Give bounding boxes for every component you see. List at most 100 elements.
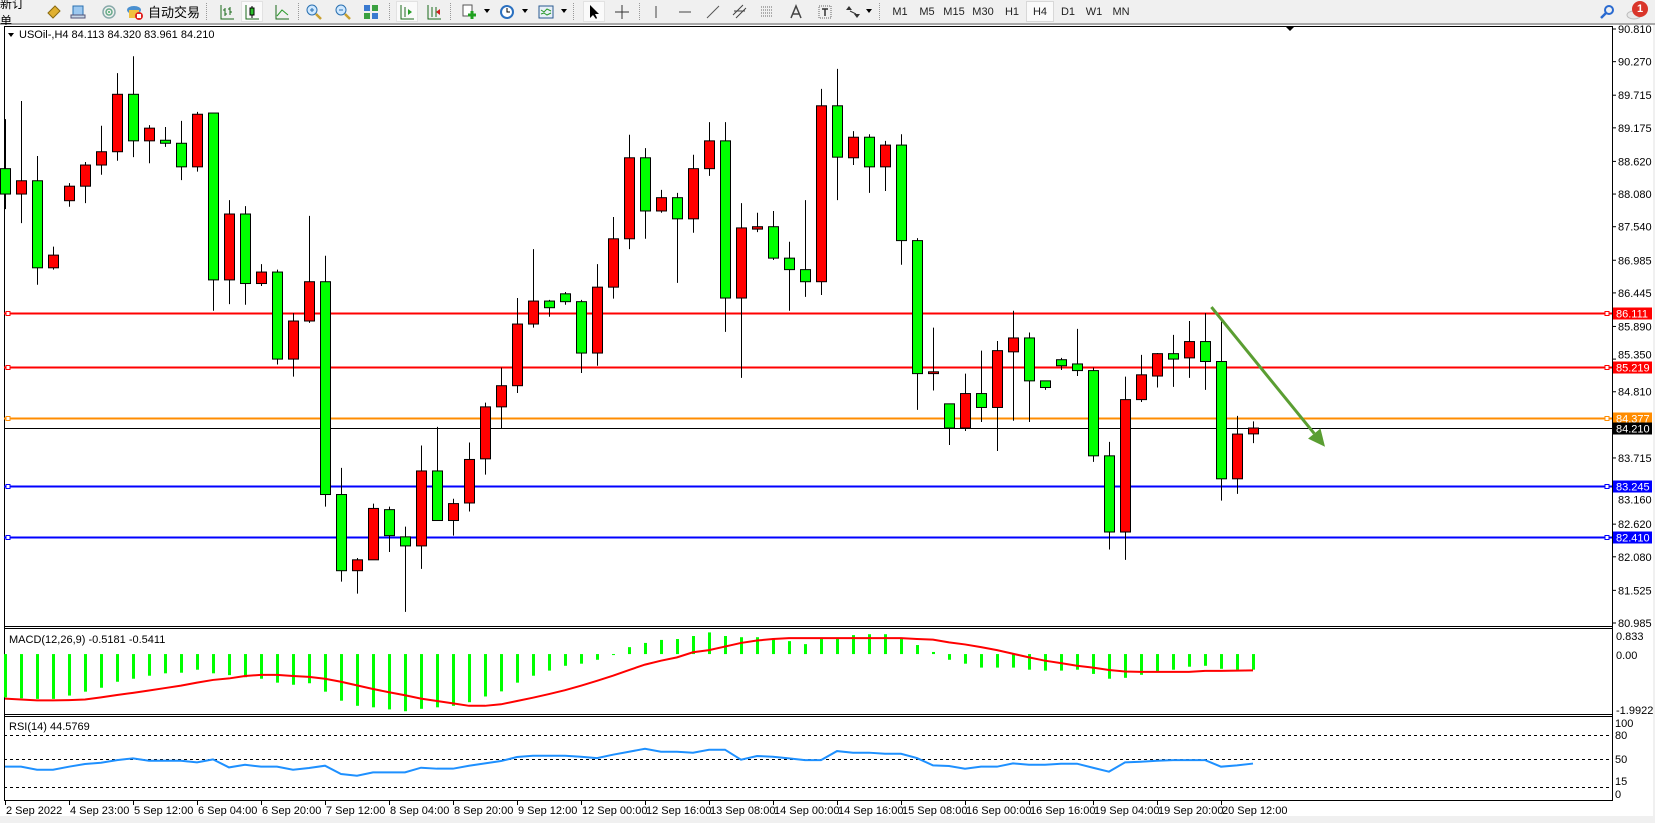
macd-histogram-bar [1044, 654, 1047, 671]
line-anchor-handle[interactable] [5, 365, 11, 370]
horizontal-lines[interactable] [4, 311, 1612, 540]
vertical-line-button[interactable] [646, 2, 666, 21]
crosshair-button[interactable] [612, 2, 632, 21]
bullish-candle [960, 393, 971, 429]
fibonacci-button[interactable] [758, 2, 778, 21]
candlestick-chart-button[interactable] [241, 1, 263, 22]
horizontal-line-button[interactable] [675, 2, 695, 21]
toolbar-separator [206, 3, 209, 20]
time-tick-label: 20 Sep 12:00 [1222, 805, 1287, 816]
macd-histogram-bar [84, 654, 87, 692]
timeframe-h4[interactable]: H4 [1026, 1, 1054, 22]
chart-shift-marker-icon[interactable] [1286, 27, 1294, 31]
cursor-button[interactable] [583, 1, 605, 22]
macd-histogram-bar [1156, 654, 1159, 672]
timeframe-d1[interactable]: D1 [1060, 5, 1076, 18]
timeframe-m15[interactable]: M15 [943, 5, 965, 18]
tile-windows-button[interactable] [361, 2, 381, 21]
templates-dropdown[interactable] [561, 9, 567, 13]
bearish-candle [544, 300, 555, 309]
bearish-candle [832, 105, 843, 158]
trendline-button[interactable] [703, 2, 723, 21]
equidistant-channel-button[interactable] [730, 2, 750, 21]
indicators-button[interactable] [459, 2, 479, 21]
timeframe-m5[interactable]: M5 [919, 5, 935, 18]
macd-histogram-bar [180, 654, 183, 673]
timeframe-w1[interactable]: W1 [1085, 5, 1103, 18]
price-line-label-bg [1613, 422, 1652, 435]
text-tool-button[interactable] [786, 2, 806, 21]
line-anchor-handle[interactable] [1604, 484, 1610, 489]
macd-histogram-bar [1012, 654, 1015, 668]
fibonacci-icon [761, 6, 772, 16]
price-tick-label: 84.810 [1618, 387, 1652, 399]
macd-histogram-bar [916, 645, 919, 655]
bearish-candle [240, 213, 251, 285]
macd-histogram-bar [548, 654, 551, 671]
templates-button[interactable] [536, 2, 556, 21]
line-anchor-handle[interactable] [1604, 535, 1610, 540]
auto-trading-button[interactable]: 自动交易 [126, 2, 236, 21]
bearish-candle [1056, 359, 1067, 367]
price-line-label-bg [1613, 307, 1652, 320]
search-button[interactable] [1598, 2, 1616, 21]
line-anchor-handle[interactable] [5, 484, 11, 489]
arrows-icon [846, 5, 860, 18]
new-order-button[interactable]: 新订单 [0, 0, 34, 28]
timeframe-m1[interactable]: M1 [892, 5, 908, 18]
timeframe-h1[interactable]: H1 [1004, 5, 1020, 18]
bearish-candle [1216, 361, 1227, 480]
price-tick-label: 89.715 [1618, 90, 1652, 102]
line-anchor-handle[interactable] [1604, 311, 1610, 316]
macd-histogram-bar [516, 654, 519, 683]
bullish-candle [464, 458, 475, 504]
line-anchor-handle[interactable] [5, 416, 11, 421]
bearish-candle [864, 136, 875, 168]
price-tick-label: 89.175 [1618, 123, 1652, 135]
annotations[interactable] [1210, 306, 1325, 447]
collapse-triangle-icon[interactable] [8, 33, 14, 37]
bullish-candle [496, 385, 507, 408]
toolbar-separator [298, 3, 301, 20]
indicators-dropdown[interactable] [484, 9, 490, 13]
bullish-candle [1248, 427, 1259, 435]
line-anchor-handle[interactable] [5, 311, 11, 316]
timeframe-mn[interactable]: MN [1112, 5, 1130, 18]
chart-shift-button[interactable] [396, 1, 418, 22]
zoom-in-button[interactable] [304, 2, 324, 21]
trend-arrow-head-icon[interactable] [1308, 428, 1325, 447]
new-order-label: 新订单 [0, 0, 25, 28]
macd-histogram-bar [660, 639, 663, 655]
chart-window[interactable]: 90.810 90.270 89.715 89.175 88.620 88.080 87.5… [0, 25, 1653, 816]
line-anchor-handle[interactable] [1604, 365, 1610, 370]
text-label-button[interactable] [815, 2, 835, 21]
line-chart-button[interactable] [272, 2, 292, 21]
price-line-label-bg [1613, 480, 1652, 493]
periods-button[interactable] [497, 2, 517, 21]
price-line-label-bg [1613, 412, 1652, 425]
zoom-out-button[interactable] [333, 2, 353, 21]
price-tick-label: 82.080 [1618, 552, 1652, 564]
rsi-tick-label: 15 [1615, 776, 1627, 788]
terminal-icon[interactable] [68, 2, 88, 21]
bullish-candle [704, 140, 715, 170]
zoom-out-icon [335, 4, 351, 20]
price-chart[interactable]: 90.810 90.270 89.715 89.175 88.620 88.080 87.5… [0, 25, 1653, 816]
metaeditor-icon[interactable] [44, 2, 64, 21]
line-anchor-handle[interactable] [1604, 416, 1610, 421]
price-line-label: 83.245 [1616, 482, 1650, 494]
arrows-dropdown[interactable] [866, 9, 872, 13]
bar-chart-button[interactable] [217, 2, 237, 21]
candles [0, 56, 1259, 612]
auto-scroll-button[interactable] [424, 2, 444, 21]
macd-histogram-bar [212, 654, 215, 674]
toolbar-separator [639, 3, 642, 20]
macd-histogram-bar [308, 654, 311, 684]
timeframe-m30[interactable]: M30 [972, 5, 994, 18]
arrows-button[interactable] [843, 2, 863, 21]
periods-dropdown[interactable] [522, 9, 528, 13]
line-anchor-handle[interactable] [5, 535, 11, 540]
signals-icon[interactable] [99, 2, 119, 21]
trend-arrow-line[interactable] [1210, 306, 1316, 435]
bearish-candle [1200, 341, 1211, 363]
